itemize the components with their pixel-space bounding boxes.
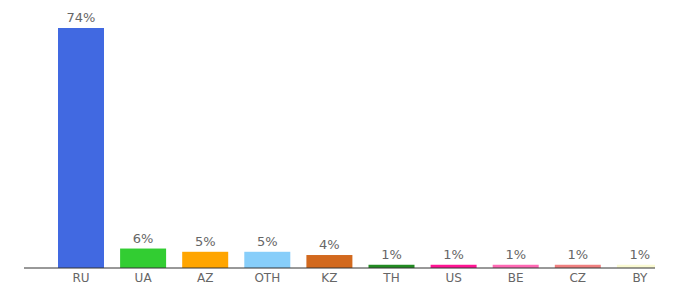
x-tick-label: RU — [72, 271, 89, 285]
x-tick-label: AZ — [197, 271, 213, 285]
data-label: 5% — [257, 234, 278, 249]
x-tick-label: KZ — [321, 271, 337, 285]
data-label: 1% — [443, 247, 464, 262]
bar — [120, 249, 166, 268]
data-label: 6% — [133, 231, 154, 246]
data-label: 1% — [567, 247, 588, 262]
data-label: 1% — [381, 247, 402, 262]
chart-svg: 74% 6% 5% 5% 4% 1% 1% 1% 1% 1% RU UA AZ OTH KZ TH US BE CZ… — [0, 0, 680, 300]
x-axis-line — [24, 268, 655, 269]
data-label: 5% — [195, 234, 216, 249]
x-tick-label: CZ — [569, 271, 586, 285]
bars — [58, 28, 655, 268]
bar — [244, 252, 290, 268]
chart-container: 74% 6% 5% 5% 4% 1% 1% 1% 1% 1% RU UA AZ OTH KZ TH US BE CZ… — [0, 0, 680, 300]
bar — [182, 252, 228, 268]
x-tick-label: OTH — [254, 271, 280, 285]
data-label: 1% — [505, 247, 526, 262]
data-label: 1% — [630, 247, 651, 262]
x-tick-label: UA — [135, 271, 153, 285]
data-label: 74% — [67, 10, 96, 25]
x-tick-label: US — [445, 271, 461, 285]
bar — [58, 28, 104, 268]
x-tick-label: BY — [632, 271, 648, 285]
data-label: 4% — [319, 237, 340, 252]
bar — [306, 255, 352, 268]
x-tick-label: BE — [508, 271, 524, 285]
x-tick-label: TH — [382, 271, 399, 285]
